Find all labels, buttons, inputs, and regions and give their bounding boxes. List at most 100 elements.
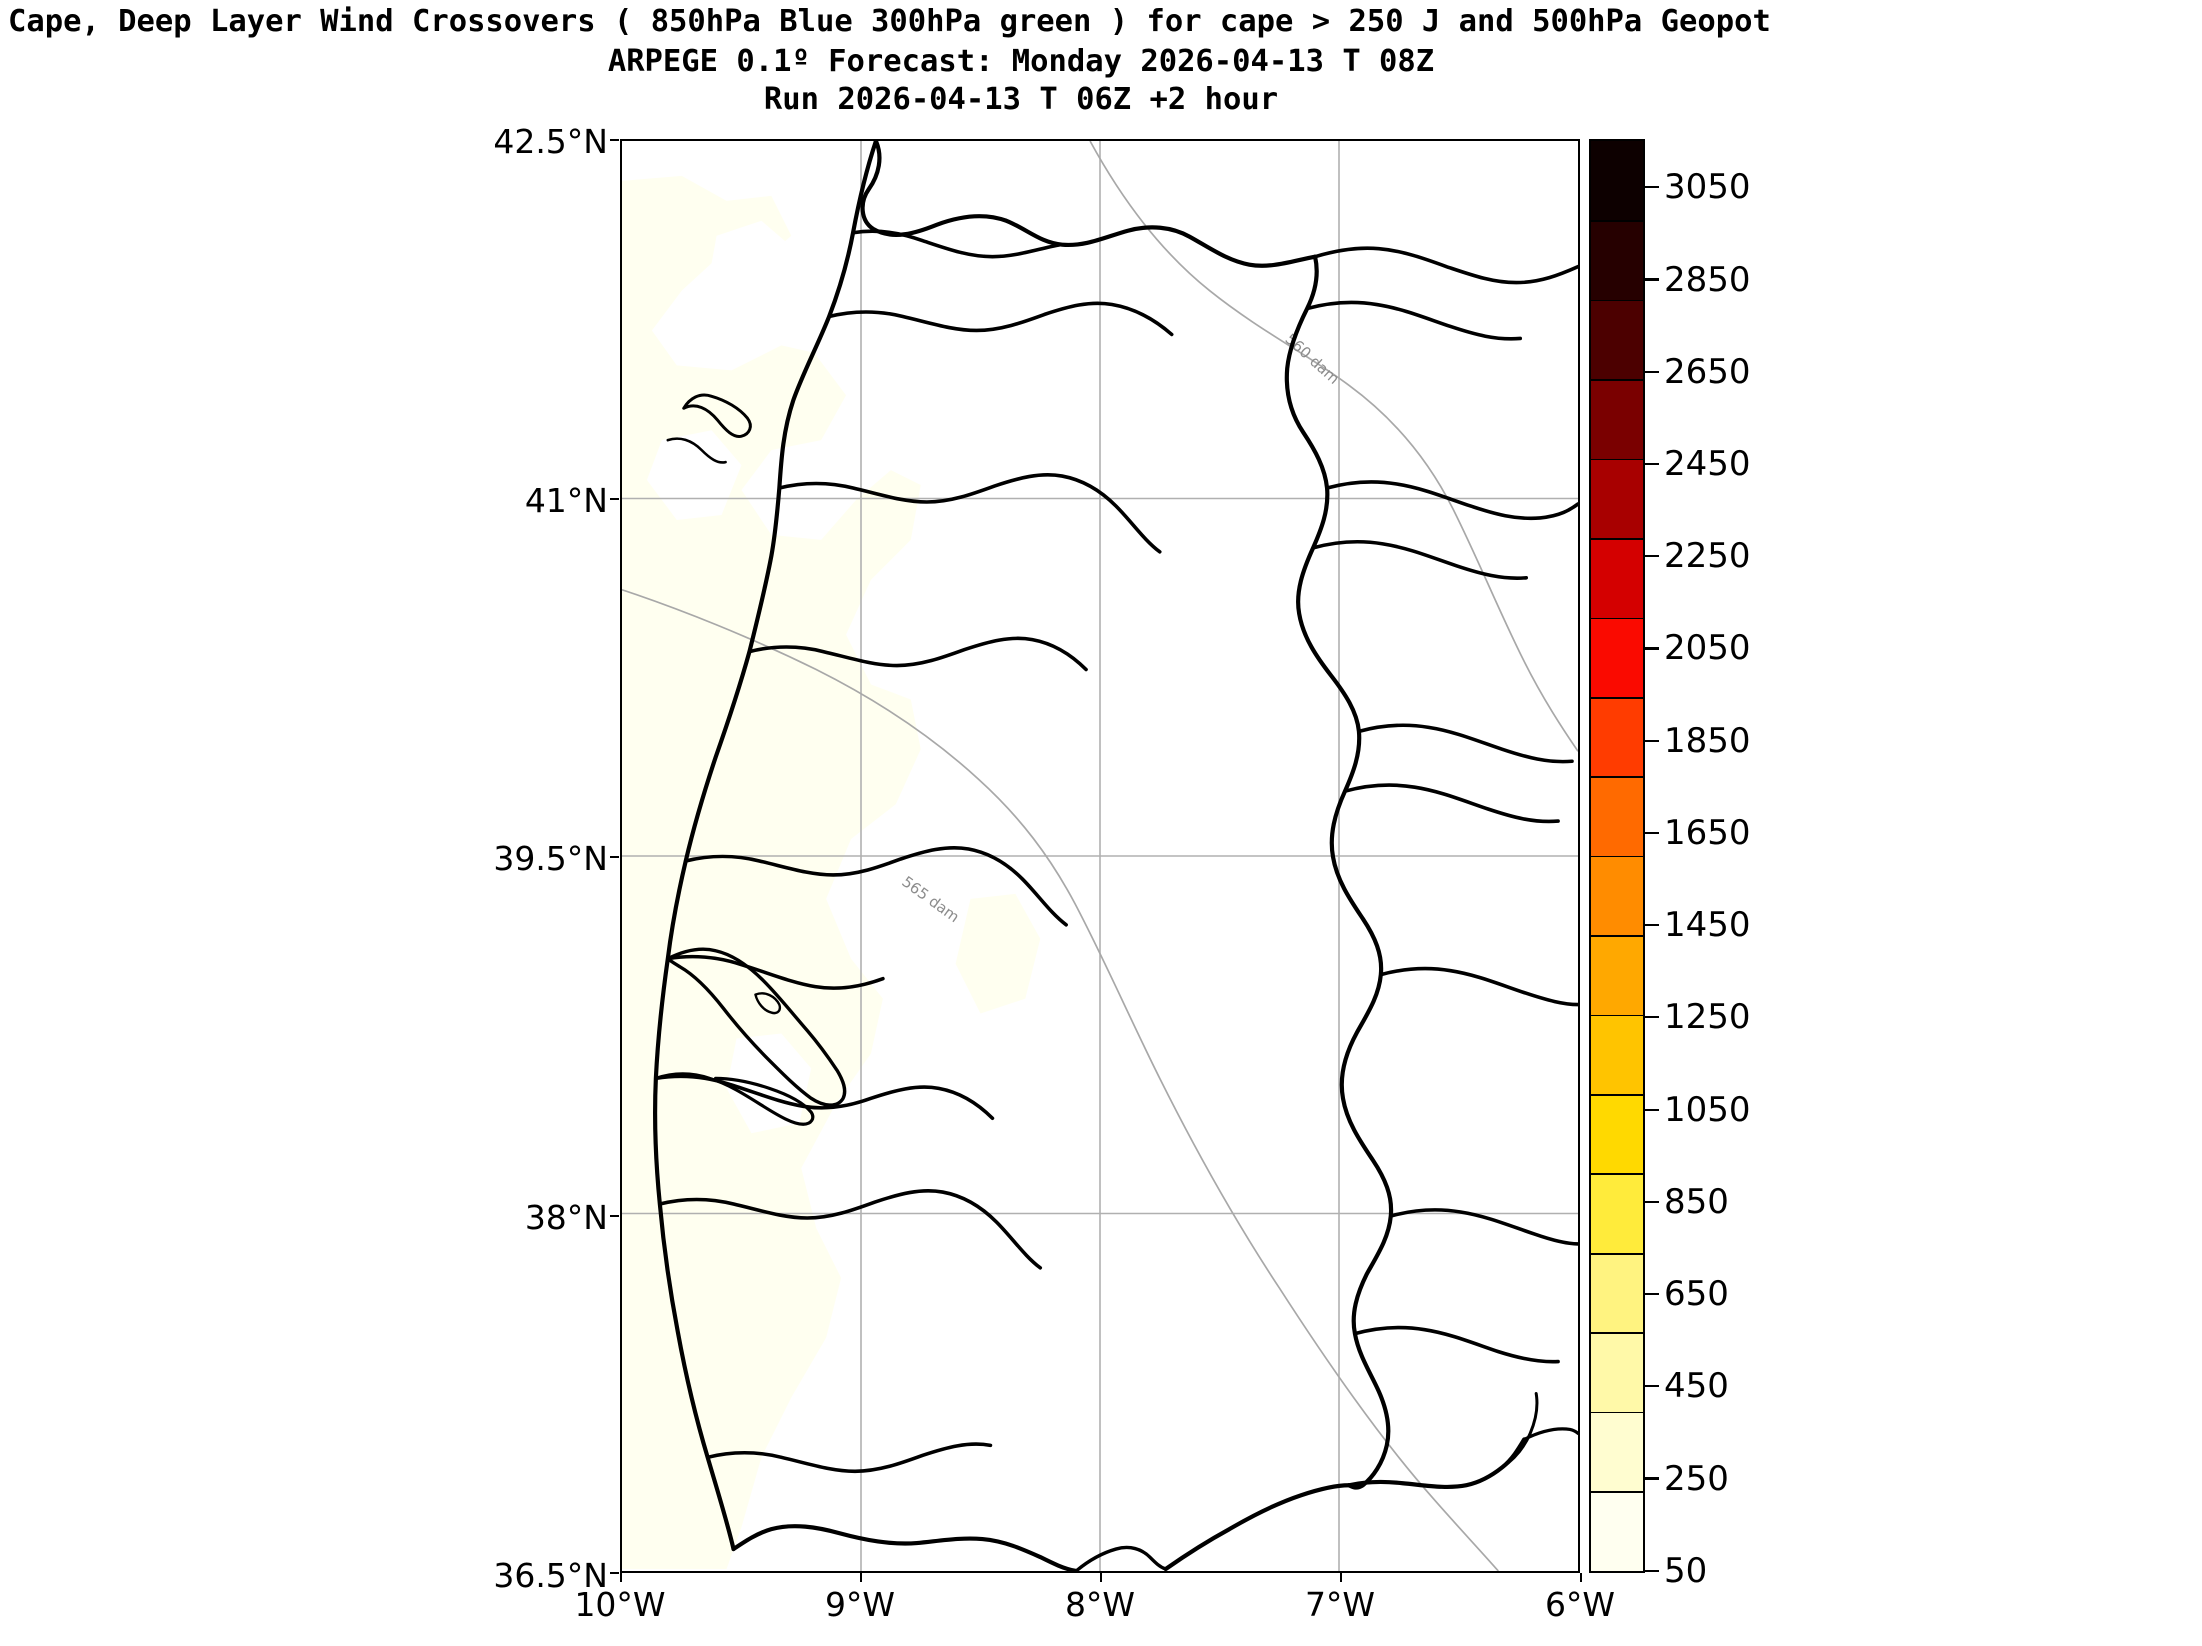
colorbar-band-17 — [1591, 141, 1643, 221]
coast-algarve-east — [1163, 1483, 1352, 1571]
colorbar-tick-label-1850: 1850 — [1664, 720, 1751, 761]
colorbar-band-separator — [1591, 617, 1643, 620]
colorbar-band-separator — [1591, 1332, 1643, 1334]
colorbar-band-separator — [1591, 538, 1643, 540]
colorbar-tick-label-450: 450 — [1664, 1366, 1729, 1407]
colorbar-band-12 — [1591, 538, 1643, 618]
chart-title: Cape, Deep Layer Wind Crossovers ( 850hP… — [8, 4, 1771, 39]
cape-band-lowest — [622, 175, 921, 1570]
colorbar-tick-mark-1250 — [1645, 1016, 1659, 1019]
colorbar-band-separator — [1591, 299, 1643, 302]
contour-560dam — [1089, 141, 1578, 752]
colorbar-tick-mark-2850 — [1645, 278, 1659, 281]
xtick-mark-6W — [1580, 1573, 1582, 1582]
ytick-mark-36.5N — [610, 1572, 619, 1574]
colorbar-band-separator — [1591, 1252, 1643, 1255]
ytick-mark-41N — [610, 497, 619, 500]
colorbar[interactable] — [1589, 139, 1645, 1573]
chart-run-line: Run 2026-04-13 T 06Z +2 hour — [763, 82, 1279, 117]
xtick-label-8W: 8°W — [1064, 1585, 1136, 1624]
colorbar-tick-mark-2050 — [1645, 647, 1659, 650]
contour-565dam — [622, 588, 1499, 1571]
colorbar-band-5 — [1591, 1094, 1643, 1174]
colorbar-tick-label-1450: 1450 — [1664, 905, 1751, 946]
colorbar-tick-mark-3050 — [1645, 186, 1659, 189]
border-portugal-spain — [1284, 254, 1394, 1490]
ytick-mark-42.5N — [610, 139, 619, 141]
geopotential-contours — [622, 141, 1578, 1571]
colorbar-band-8 — [1591, 855, 1643, 936]
colorbar-tick-mark-650 — [1645, 1293, 1659, 1296]
colorbar-tick-label-850: 850 — [1664, 1181, 1729, 1222]
colorbar-tick-mark-1450 — [1645, 924, 1659, 927]
colorbar-tick-label-650: 650 — [1664, 1274, 1729, 1315]
xtick-mark-7W — [1340, 1573, 1342, 1582]
ytick-label-41N: 41°N — [524, 480, 608, 520]
colorbar-tick-mark-250 — [1645, 1477, 1659, 1480]
colorbar-band-4 — [1591, 1173, 1643, 1253]
colorbar-band-0 — [1591, 1491, 1643, 1571]
contour-label-560dam: 560 dam — [1282, 330, 1343, 388]
chart-subtitle: ARPEGE 0.1º Forecast: Monday 2026-04-13 … — [607, 44, 1435, 79]
contour-labels: 560 dam 565 dam — [898, 330, 1342, 926]
coast-se-corner — [1522, 1427, 1578, 1441]
colorbar-band-13 — [1591, 458, 1643, 539]
colorbar-tick-mark-2650 — [1645, 370, 1659, 373]
colorbar-band-separator — [1591, 379, 1643, 381]
colorbar-band-separator — [1591, 855, 1643, 858]
province-boundaries-spain — [1305, 246, 1578, 1364]
colorbar-band-separator — [1591, 935, 1643, 937]
coast-algarve-lagoon — [1074, 1545, 1168, 1571]
colorbar-band-separator — [1591, 1173, 1643, 1176]
colorbar-tick-label-50: 50 — [1664, 1550, 1708, 1591]
contour-label-565dam: 565 dam — [898, 873, 962, 927]
map-plot-area[interactable]: 560 dam 565 dam — [620, 139, 1580, 1573]
colorbar-band-separator — [1591, 776, 1643, 778]
colorbar-tick-mark-2250 — [1645, 555, 1659, 558]
colorbar-band-separator — [1591, 458, 1643, 461]
coast-tagus-estuary — [666, 947, 847, 1107]
colorbar-band-16 — [1591, 220, 1643, 300]
colorbar-band-7 — [1591, 935, 1643, 1015]
coast-ria-detail — [666, 437, 727, 464]
colorbar-tick-label-2050: 2050 — [1664, 628, 1751, 669]
xtick-label-6W: 6°W — [1544, 1585, 1616, 1624]
colorbar-tick-label-2850: 2850 — [1664, 259, 1751, 300]
colorbar-band-15 — [1591, 299, 1643, 380]
map-canvas: 560 dam 565 dam — [622, 141, 1578, 1571]
ytick-mark-38N — [610, 1214, 619, 1217]
colorbar-band-10 — [1591, 696, 1643, 777]
coast-algarve-west — [731, 1524, 1079, 1571]
colorbar-tick-label-1650: 1650 — [1664, 812, 1751, 853]
coast-huelva — [1346, 1437, 1527, 1490]
colorbar-tick-label-1050: 1050 — [1664, 1089, 1751, 1130]
colorbar-tick-label-2450: 2450 — [1664, 444, 1751, 484]
colorbar-tick-mark-2450 — [1645, 462, 1659, 466]
colorbar-tick-mark-1650 — [1645, 831, 1659, 835]
xtick-mark-10W — [620, 1573, 622, 1582]
xtick-mark-9W — [860, 1573, 862, 1582]
colorbar-band-3 — [1591, 1252, 1643, 1333]
colorbar-band-2 — [1591, 1332, 1643, 1412]
colorbar-band-separator — [1591, 696, 1643, 699]
map-gridlines — [622, 141, 1578, 1571]
ytick-mark-39.5N — [610, 856, 619, 858]
colorbar-band-separator — [1591, 220, 1643, 223]
colorbar-band-14 — [1591, 379, 1643, 459]
coast-cape-detail — [1500, 1392, 1539, 1469]
colorbar-band-6 — [1591, 1014, 1643, 1095]
coast-ria-vigo — [682, 393, 752, 438]
xtick-label-9W: 9°W — [824, 1585, 896, 1624]
colorbar-tick-label-2250: 2250 — [1664, 536, 1751, 577]
ytick-label-36.5N: 36.5°N — [493, 1556, 608, 1595]
xtick-label-10W: 10°W — [574, 1585, 666, 1624]
coastline-and-borders — [652, 141, 1578, 1571]
colorbar-tick-mark-1850 — [1645, 739, 1659, 742]
colorbar-tick-label-250: 250 — [1664, 1458, 1729, 1499]
district-boundaries — [654, 229, 1174, 1474]
colorbar-band-1 — [1591, 1411, 1643, 1492]
colorbar-band-separator — [1591, 1014, 1643, 1017]
colorbar-tick-label-2650: 2650 — [1664, 351, 1751, 392]
xtick-mark-8W — [1100, 1573, 1102, 1582]
colorbar-tick-mark-450 — [1645, 1385, 1659, 1388]
